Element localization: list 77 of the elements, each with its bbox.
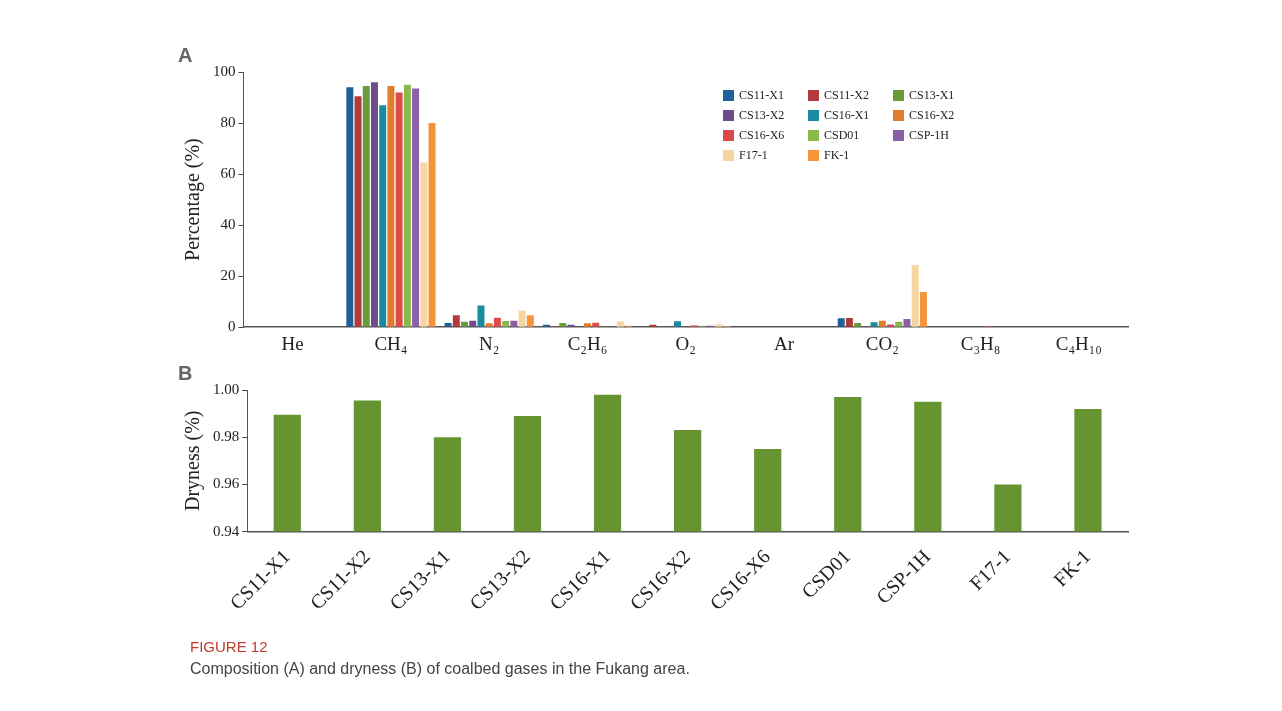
x-tick-label: C₂H₆ (567, 332, 608, 354)
bar (510, 320, 518, 327)
y-tick-label: 0 (228, 318, 236, 335)
caption: FIGURE 12 (190, 637, 269, 657)
bar (674, 321, 682, 327)
bar (616, 321, 624, 327)
legend-label: FK-1 (824, 148, 850, 163)
bar (412, 88, 420, 327)
x-tick-label: O₂ (675, 332, 696, 354)
x-tick-label: CO₂ (865, 332, 899, 354)
bar (526, 315, 534, 327)
bar (403, 84, 411, 327)
bar (649, 324, 657, 327)
y-axis-title: Percentage (%) (181, 138, 205, 261)
y-tick-label: 20 (220, 267, 236, 284)
bar (485, 323, 493, 327)
bar (379, 105, 387, 327)
bar (592, 322, 600, 327)
x-tick-label: C₃H₈ (960, 332, 1001, 354)
bar (895, 321, 903, 327)
bar (354, 96, 362, 327)
bar (420, 162, 428, 327)
bar (567, 324, 575, 327)
y-tick-label: 0.96 (213, 475, 240, 492)
y-tick-label: 60 (220, 165, 236, 182)
bar (878, 320, 886, 327)
x-tick-label: CH₄ (374, 332, 408, 354)
bar (395, 92, 403, 327)
bar (452, 315, 460, 327)
bar (845, 318, 853, 327)
y-axis-title: Dryness (%) (181, 410, 205, 512)
legend-label: F17-1 (739, 148, 768, 163)
bar (362, 86, 370, 327)
legend-label: CS16-X1 (824, 108, 870, 123)
x-tick-label: C₄H₁₀ (1055, 332, 1102, 354)
bar (887, 324, 895, 327)
chart-title: A (178, 43, 193, 66)
y-tick-label: 100 (213, 62, 236, 79)
bar (387, 86, 395, 327)
bar (903, 319, 911, 327)
y-tick-label: 1.00 (213, 380, 240, 397)
legend-label: CS11-X2 (824, 88, 869, 103)
bar (346, 87, 354, 327)
bar (428, 123, 436, 327)
y-tick-label: 40 (220, 216, 236, 233)
legend-label: CS13-X2 (739, 108, 785, 123)
bar (493, 317, 501, 327)
text: Composition (A) and dryness (B) of coalbed gases in the Fukang area. (190, 659, 691, 679)
bar (461, 321, 469, 327)
legend-label: CSD01 (824, 128, 860, 143)
x-tick-label: He (281, 332, 304, 354)
bar (469, 320, 477, 327)
bar (919, 291, 927, 327)
y-tick-label: 0.98 (213, 428, 240, 445)
bar (559, 323, 567, 327)
bar (911, 264, 919, 327)
bar (870, 322, 878, 327)
bar (502, 321, 510, 327)
y-tick-label: 80 (220, 113, 236, 130)
legend-label: CS11-X1 (739, 88, 784, 103)
legend-label: CSP-1H (909, 128, 950, 143)
bar (854, 323, 862, 327)
bar (542, 324, 550, 327)
x-tick-label: N₂ (479, 332, 500, 354)
legend-label: CS13-X1 (909, 88, 955, 103)
legend-label: CS16-X6 (739, 128, 785, 143)
chart-title: B (178, 361, 193, 384)
bar (477, 305, 485, 327)
x-tick-label: Ar (774, 332, 795, 354)
bar (583, 323, 591, 327)
legend-label: CS16-X2 (909, 108, 955, 123)
bar (715, 324, 723, 327)
bar (837, 318, 845, 327)
bar (370, 82, 378, 327)
bar (518, 310, 526, 327)
bar (444, 323, 452, 327)
y-tick-label: 0.94 (213, 522, 240, 539)
